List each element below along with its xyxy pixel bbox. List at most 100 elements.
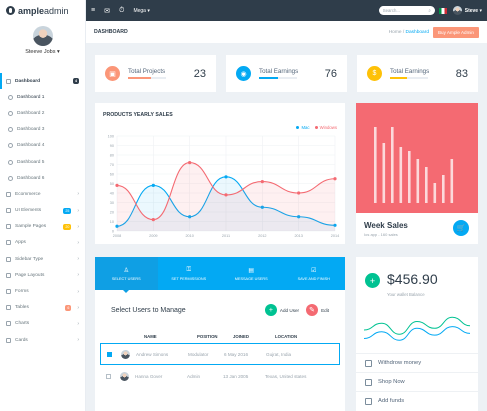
row-checkbox[interactable] (107, 351, 112, 357)
chevron-right-icon: › (77, 320, 79, 327)
legend-mac[interactable]: Mac (296, 125, 310, 130)
sidebar-item-label: Charts (15, 321, 30, 327)
sidebar-item-label: Dashboard 4 (17, 143, 45, 149)
brand-text: ampleadmin (18, 5, 69, 16)
series-area-mac (117, 176, 335, 231)
nav-badge: 4 (73, 78, 79, 85)
withdraw-icon (365, 359, 372, 367)
tab-set-permissions[interactable]: ⚿ SET PERMISSIONS (171, 266, 207, 281)
sidebar-item-dashboard-3[interactable]: Dashboard 3 (0, 122, 85, 138)
circle-icon (8, 127, 13, 133)
stat-card-earnings-2: $ Total Earnings 83 (357, 55, 478, 92)
withdraw-money-link[interactable]: Withdrow money (356, 353, 478, 372)
breadcrumb-current: Dashboard (405, 29, 429, 35)
users-header: Select Users to Manage + Add User ✎ Edit (95, 290, 345, 330)
brand[interactable]: ampleadmin (0, 0, 85, 21)
notification-icon[interactable]: ⏱ (118, 6, 125, 14)
sidebar-item-charts[interactable]: Charts › (0, 316, 85, 332)
x-tick-label: 2009 (149, 234, 157, 238)
x-tick-label: 2008 (113, 234, 121, 238)
sidebar-item-apps[interactable]: Apps › (0, 235, 85, 251)
edit-button[interactable]: ✎ Edit (306, 304, 329, 316)
y-tick-label: 90 (110, 144, 114, 148)
data-point-mac (188, 215, 192, 219)
week-sales-bar (425, 167, 428, 203)
profile-name[interactable]: Steeve Jobs ▾ (25, 49, 60, 55)
mega-menu[interactable]: Mega ▾ (133, 7, 150, 14)
data-point-mac (115, 224, 119, 228)
y-tick-label: 40 (110, 192, 114, 196)
tab-message-users[interactable]: ▤ MESSAGE USERS (234, 267, 268, 281)
sidebar-item-dashboard[interactable]: Dashboard 4 (0, 73, 85, 90)
cart-icon[interactable]: 🛒 (453, 220, 469, 236)
tab-select-users[interactable]: ♙ SELECT USERS (95, 257, 158, 293)
table-row[interactable]: Andrew Simons Modulator 6 May 2016 Gujra… (100, 343, 340, 365)
sidebar-item-cards[interactable]: Cards › (0, 332, 85, 348)
data-point-mac (333, 223, 337, 227)
sales-chart: 0 10 20 30 40 50 60 70 80 90 100 2008 2009 2010 2011 20… (108, 135, 340, 239)
sidebar-item-dashboard-5[interactable]: Dashboard 5 (0, 154, 85, 170)
add-user-button[interactable]: + Add User (264, 304, 299, 316)
table-row[interactable]: Hanna Gover Admin 13 Jan 2005 Texas, Uni… (100, 365, 340, 387)
row-checkbox[interactable] (106, 373, 111, 379)
nav-badge: 6 (65, 304, 72, 311)
buy-button[interactable]: Buy Ample Admin (432, 26, 479, 38)
week-sales-bar (450, 159, 454, 203)
chevron-right-icon: › (77, 304, 79, 311)
sidebar-item-dashboard-2[interactable]: Dashboard 2 (0, 105, 85, 121)
sidebar-item-dashboard-6[interactable]: Dashboard 6 (0, 170, 85, 186)
week-sales-subtitle: Ios app - 160 sales (364, 232, 398, 237)
topbar-user[interactable]: Steve ▾ (464, 7, 482, 14)
inbox-icon[interactable]: ✉ (104, 7, 110, 15)
sidebar-item-sidebar-type[interactable]: Sidebar Type › (0, 251, 85, 267)
pencil-icon: ✎ (306, 304, 319, 316)
tab-save-finish[interactable]: ☑ SAVE AND FINISH (297, 267, 330, 281)
stat-value: 23 (193, 67, 206, 80)
sidebar-item-label: Dashboard 6 (17, 175, 45, 181)
menu-toggle-icon[interactable]: ≡ (91, 7, 96, 14)
check-icon: ☑ (311, 267, 317, 274)
x-tick-label: 2014 (331, 234, 339, 238)
data-point-mac (260, 205, 264, 209)
message-icon: ▤ (248, 267, 255, 274)
language-flag-icon[interactable] (438, 7, 447, 14)
breadcrumb-home[interactable]: Home (388, 29, 402, 35)
search-input[interactable]: Search... ⌕ (378, 6, 435, 15)
sidebar-item-ecommerce[interactable]: Ecommerce › (0, 186, 85, 202)
week-sales-bar (374, 127, 377, 203)
dollar-icon: $ (367, 66, 382, 81)
sidebar-item-dashboard-1[interactable]: Dashboard 1 (0, 89, 85, 105)
sidebar-item-tables[interactable]: Tables 6 › (0, 300, 85, 316)
week-sales-bar (433, 183, 437, 203)
search-icon: ⌕ (428, 8, 431, 13)
y-tick-label: 30 (110, 201, 114, 205)
table-header: NAME POSITION JOINED LOCATION (144, 334, 298, 339)
users-card: ♙ SELECT USERS ⚿ SET PERMISSIONS ▤ MESSAGE … (95, 257, 345, 411)
sidebar-nav: Dashboard 4 Dashboard 1 Dashboard 2 Dashboar… (0, 73, 85, 348)
x-tick-label: 2013 (294, 234, 302, 238)
plus-icon: + (264, 304, 277, 316)
card-icon (6, 337, 11, 343)
data-point-windows (260, 180, 264, 184)
users-title: Select Users to Manage (111, 306, 186, 314)
sidebar-item-ui-elements[interactable]: UI Elements 25 › (0, 203, 85, 219)
sidebar-item-page-layouts[interactable]: Page Layouts › (0, 267, 85, 283)
sidebar-item-label: Page Layouts (15, 272, 45, 278)
circle-icon (8, 143, 13, 149)
series-area-windows (117, 162, 335, 231)
sidebar-item-forms[interactable]: Forms › (0, 283, 85, 299)
sidebar-item-sample-pages[interactable]: Sample Pages 20 › (0, 219, 85, 235)
add-funds-icon[interactable]: + (365, 273, 380, 288)
wizard-tabs: ♙ SELECT USERS ⚿ SET PERMISSIONS ▤ MESSAGE … (95, 257, 345, 293)
topbar-avatar[interactable] (452, 6, 462, 15)
profile-avatar[interactable] (32, 26, 53, 46)
y-tick-label: 60 (110, 173, 114, 177)
sidebar-item-label: Dashboard 2 (17, 110, 45, 116)
sidebar-item-dashboard-4[interactable]: Dashboard 4 (0, 138, 85, 154)
legend-windows[interactable]: Windows (314, 125, 337, 130)
page-header: DASHBOARD Home / Dashboard Buy Ample Adm… (86, 21, 487, 43)
shop-now-link[interactable]: Shop Now (356, 372, 478, 391)
chevron-right-icon: › (77, 272, 79, 279)
add-funds-link[interactable]: Add funds (356, 391, 478, 410)
data-point-mac (297, 215, 301, 219)
